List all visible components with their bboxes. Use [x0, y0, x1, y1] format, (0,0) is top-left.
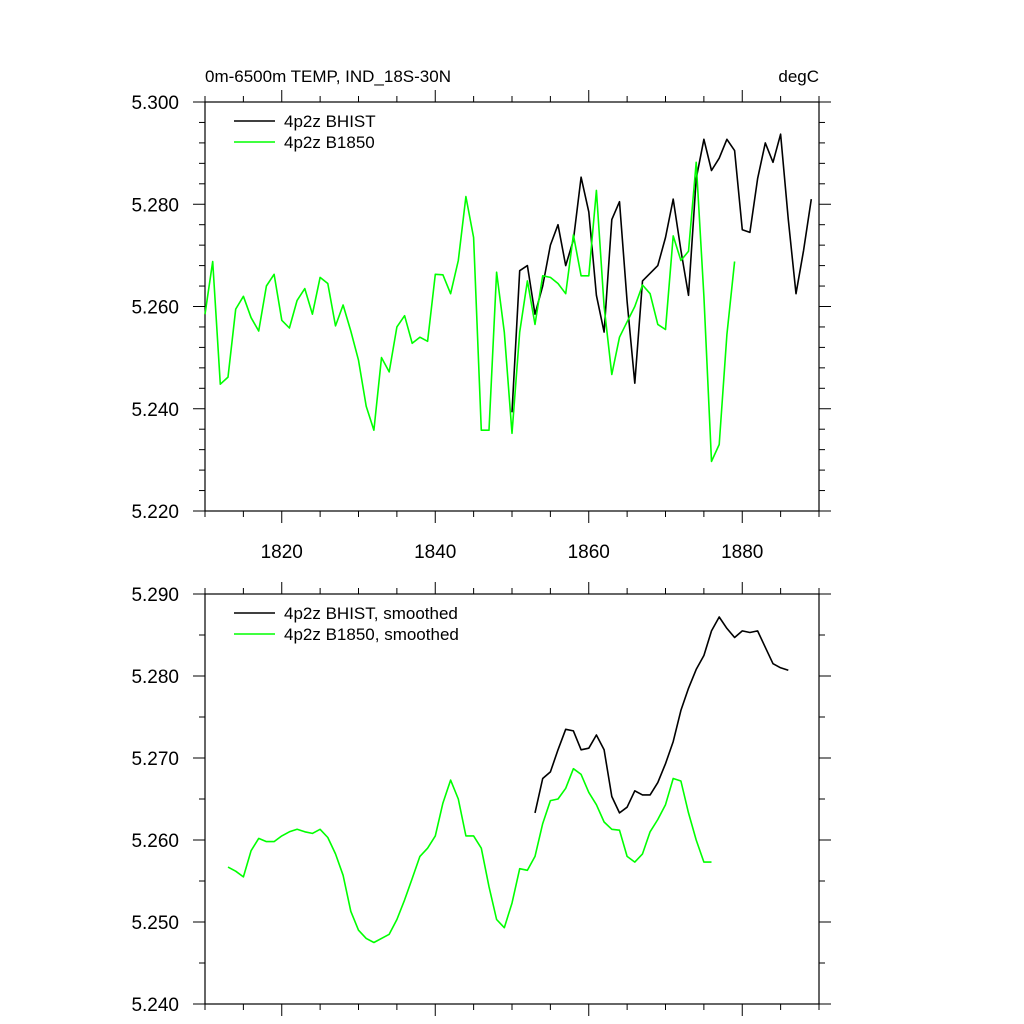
legend-label: 4p2z BHIST [284, 112, 376, 131]
legend-label: 4p2z BHIST, smoothed [284, 604, 458, 623]
legend-top: 4p2z BHIST 4p2z B1850 [234, 112, 376, 152]
series-line-bhist [511, 133, 813, 413]
series-line-bhist [534, 616, 789, 814]
x-tick-label: 1820 [261, 542, 303, 563]
plot-frame-bottom [204, 593, 820, 1005]
y-tick-label: 5.260 [131, 831, 179, 852]
series-line-b1850 [227, 767, 712, 944]
y-tick-label: 5.300 [131, 93, 179, 114]
chart-title: 0m-6500m TEMP, IND_18S-30N [205, 67, 451, 86]
x-tick-label: 1860 [568, 542, 610, 563]
legend-label: 4p2z B1850 [284, 133, 375, 152]
y-tick-label: 5.270 [131, 749, 179, 770]
legend-label: 4p2z B1850, smoothed [284, 625, 459, 644]
y-tick-label: 5.280 [131, 195, 179, 216]
plot-frame-top [204, 101, 820, 512]
y-tick-label: 5.280 [131, 667, 179, 688]
y-tick-label: 5.240 [131, 400, 179, 421]
y-tick-label: 5.290 [131, 585, 179, 606]
series-lines-bottom [227, 616, 789, 944]
x-tick-label: 1840 [414, 542, 456, 563]
y-tick-label: 5.250 [131, 913, 179, 934]
axes-top: 5.220 5.240 5.260 5.280 5.300 1820 1840 1860 188… [131, 90, 831, 563]
y-tick-label: 5.260 [131, 298, 179, 319]
series-line-b1850 [204, 161, 736, 463]
axes-bottom: 5.240 5.250 5.260 5.270 5.280 5.290 [131, 582, 831, 1016]
series-lines-top [204, 133, 813, 463]
y-tick-label: 5.220 [131, 502, 179, 523]
units-label: degC [778, 67, 819, 86]
x-tick-label: 1880 [721, 542, 763, 563]
panel-bottom: 5.240 5.250 5.260 5.270 5.280 5.290 4p2z BHIS… [131, 582, 831, 1016]
legend-bottom: 4p2z BHIST, smoothed 4p2z B1850, smoothed [234, 604, 459, 644]
y-tick-label: 5.240 [131, 995, 179, 1016]
panel-top: 0m-6500m TEMP, IND_18S-30N degC 5.2205.2… [131, 67, 831, 563]
